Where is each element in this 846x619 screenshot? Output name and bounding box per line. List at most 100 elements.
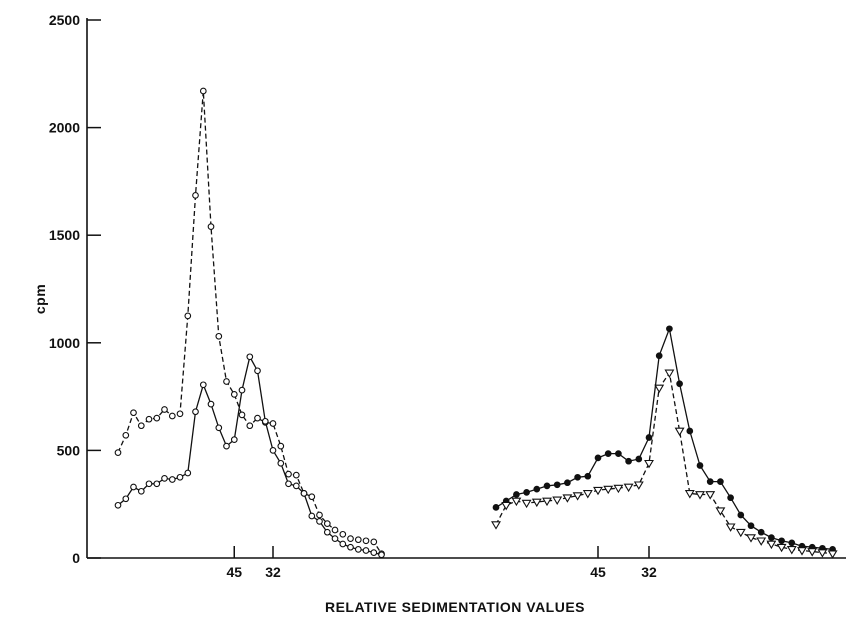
point-right-1-18 — [674, 427, 685, 437]
point-right-0-10 — [594, 454, 602, 462]
point-right-1-22 — [715, 507, 726, 516]
point-right-1-14 — [633, 481, 644, 490]
point-right-0-29 — [788, 539, 796, 547]
point-right-1-10 — [593, 486, 603, 496]
y-tick-label-0: 0 — [72, 550, 80, 566]
point-right-1-7 — [562, 494, 573, 503]
point-right-0-6 — [553, 481, 561, 489]
point-right-0-18 — [676, 380, 683, 388]
point-right-1-25 — [746, 534, 756, 543]
point-left-1-10 — [192, 408, 199, 416]
point-right-0-2 — [513, 491, 520, 498]
point-left-1-11 — [199, 381, 207, 389]
point-left-0-11 — [199, 87, 207, 95]
point-left-1-24 — [300, 490, 308, 497]
point-left-1-14 — [223, 442, 230, 450]
point-right-0-11 — [604, 450, 612, 457]
point-left-0-27 — [323, 520, 331, 527]
point-right-0-28 — [778, 537, 785, 545]
point-left-0-4 — [145, 415, 153, 423]
x-tick-label-right-32: 32 — [641, 564, 657, 580]
point-left-0-23 — [292, 471, 300, 479]
point-right-1-31 — [807, 548, 818, 557]
point-left-1-18 — [254, 367, 261, 375]
series-layer — [114, 87, 838, 559]
point-right-1-21 — [705, 491, 716, 500]
point-right-0-14 — [635, 455, 643, 463]
point-left-0-16 — [238, 411, 246, 419]
point-right-0-3 — [523, 489, 530, 496]
point-right-1-12 — [613, 484, 624, 494]
point-left-0-5 — [153, 414, 161, 422]
point-left-1-21 — [277, 459, 285, 467]
point-right-1-27 — [766, 540, 777, 550]
point-left-1-20 — [269, 447, 277, 454]
point-left-1-26 — [316, 518, 323, 525]
x-axis-title: RELATIVE SEDIMENTATION VALUES — [325, 599, 585, 615]
point-left-1-31 — [354, 546, 362, 553]
point-left-1-0 — [114, 501, 122, 509]
point-right-1-0 — [491, 521, 501, 530]
y-axis-title: cpm — [32, 284, 48, 314]
series-line-right-0 — [495, 326, 833, 551]
point-left-1-12 — [207, 400, 215, 408]
point-right-1-17 — [664, 369, 675, 378]
point-left-1-13 — [215, 424, 223, 432]
point-left-0-3 — [137, 422, 145, 430]
x-tick-label-left-45: 45 — [226, 564, 242, 580]
series-left-dashed-open-circle — [114, 87, 385, 558]
point-left-0-18 — [254, 414, 261, 422]
point-right-0-23 — [727, 494, 734, 502]
point-right-0-19 — [686, 427, 694, 435]
point-left-1-17 — [246, 353, 254, 361]
series-left-solid-open-circle — [114, 353, 385, 559]
point-left-1-7 — [168, 476, 176, 483]
point-left-1-15 — [230, 436, 238, 443]
point-right-1-28 — [776, 543, 787, 553]
point-right-1-3 — [521, 499, 532, 509]
point-right-1-1 — [501, 501, 512, 511]
point-left-1-16 — [238, 386, 246, 394]
x-tick-label-left-32: 32 — [265, 564, 281, 580]
axes: 0 500 1000 1500 2000 2500 45 32 45 32 — [49, 12, 846, 580]
point-right-1-2 — [511, 497, 522, 507]
point-right-0-5 — [543, 482, 551, 490]
series-right-dashed-open-triangle — [491, 369, 838, 559]
point-right-1-6 — [552, 496, 563, 505]
point-left-0-17 — [246, 422, 254, 430]
point-right-0-22 — [717, 478, 724, 485]
point-left-0-28 — [331, 526, 339, 534]
point-left-0-21 — [277, 442, 285, 450]
point-left-0-32 — [362, 537, 370, 545]
y-tick-label-2000: 2000 — [49, 120, 80, 136]
point-left-1-33 — [370, 549, 378, 556]
point-left-0-2 — [130, 409, 137, 417]
point-right-1-4 — [531, 498, 542, 508]
point-left-0-31 — [354, 536, 362, 544]
point-right-0-24 — [737, 511, 745, 519]
point-right-0-13 — [625, 457, 632, 465]
point-right-1-23 — [725, 523, 736, 532]
point-right-1-33 — [827, 550, 838, 559]
point-right-1-32 — [817, 549, 828, 558]
point-left-0-7 — [168, 412, 176, 420]
point-left-1-9 — [184, 469, 192, 477]
point-left-1-22 — [285, 480, 292, 488]
point-left-1-30 — [347, 543, 354, 551]
point-right-0-12 — [615, 450, 622, 457]
point-left-1-8 — [176, 473, 184, 481]
point-left-1-34 — [378, 551, 385, 559]
x-tick-label-right-45: 45 — [590, 564, 606, 580]
series-line-left-1 — [117, 355, 382, 556]
point-left-0-25 — [308, 493, 316, 501]
point-left-0-30 — [347, 535, 354, 542]
y-tick-label-500: 500 — [57, 442, 81, 458]
point-left-1-19 — [261, 417, 269, 425]
point-left-0-0 — [114, 449, 122, 456]
point-right-0-9 — [584, 472, 592, 480]
point-right-1-8 — [572, 492, 583, 501]
series-right-solid-filled-circle — [492, 325, 836, 553]
point-right-0-26 — [757, 528, 765, 536]
point-left-1-27 — [323, 528, 331, 536]
point-right-1-26 — [756, 537, 767, 546]
